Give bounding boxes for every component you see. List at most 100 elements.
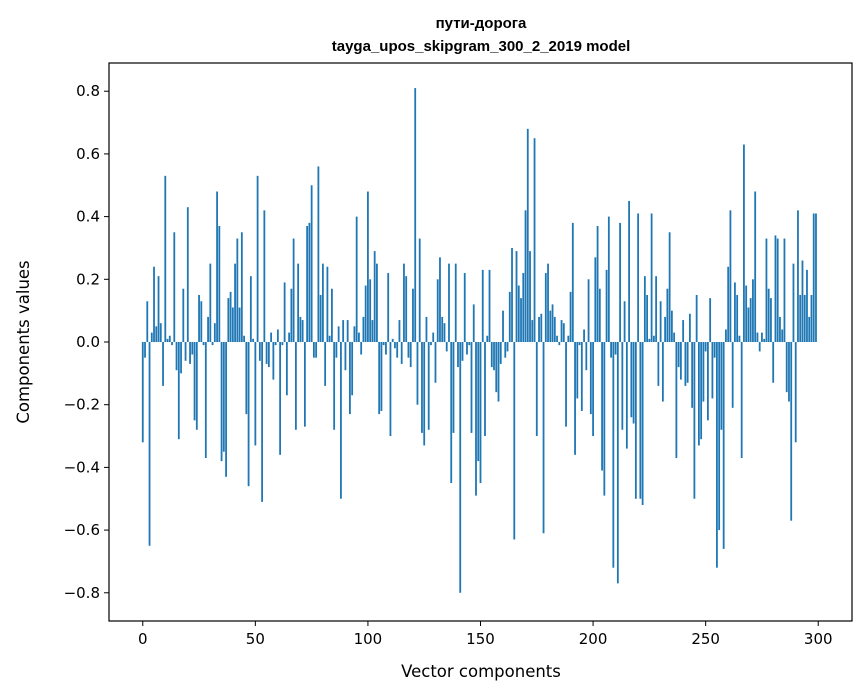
- bar: [340, 342, 342, 499]
- bar: [673, 332, 676, 342]
- bar: [790, 342, 793, 521]
- bar: [292, 238, 295, 342]
- bar: [695, 294, 698, 342]
- bar: [238, 307, 241, 342]
- bar: [607, 216, 610, 342]
- bar: [317, 166, 320, 342]
- bar: [538, 316, 540, 342]
- bar: [562, 323, 565, 342]
- bar: [574, 342, 576, 455]
- y-tick-label: −0.4: [64, 458, 100, 476]
- bar: [630, 342, 633, 418]
- bar: [283, 282, 286, 342]
- bar: [367, 191, 369, 342]
- bar: [502, 310, 504, 342]
- bar: [281, 342, 284, 346]
- bar: [772, 342, 775, 383]
- bar: [691, 342, 694, 408]
- bar: [324, 342, 327, 386]
- bar: [797, 210, 799, 342]
- bar: [576, 342, 579, 399]
- bar: [650, 213, 653, 342]
- bar: [655, 276, 658, 342]
- bar: [144, 342, 146, 358]
- bar: [616, 342, 619, 584]
- bar: [643, 276, 646, 342]
- bar: [225, 342, 227, 477]
- bar: [603, 342, 606, 496]
- bar: [639, 342, 642, 499]
- y-tick-label: 0.6: [76, 145, 100, 163]
- bar: [556, 335, 558, 342]
- bar: [285, 342, 288, 396]
- bar: [634, 342, 637, 499]
- bar: [659, 301, 662, 342]
- bar: [396, 342, 399, 358]
- bar: [405, 276, 408, 342]
- y-tick-label: −0.8: [64, 584, 100, 602]
- bar: [479, 342, 482, 484]
- x-tick-label: 150: [466, 630, 495, 648]
- bar: [803, 294, 806, 342]
- bar: [504, 342, 507, 358]
- bar: [403, 263, 405, 342]
- bar: [171, 342, 173, 346]
- bar: [526, 128, 529, 342]
- y-tick-label: 0.8: [76, 82, 100, 100]
- bar: [560, 320, 563, 342]
- bar: [508, 291, 511, 342]
- bar: [493, 342, 495, 371]
- bar: [432, 332, 435, 342]
- bar: [776, 238, 779, 342]
- bar: [299, 316, 302, 342]
- bar: [256, 175, 259, 342]
- bar: [596, 226, 599, 342]
- bar: [168, 335, 171, 342]
- bar: [544, 273, 547, 342]
- bar: [276, 329, 279, 342]
- bar: [202, 342, 205, 346]
- bar: [693, 342, 696, 499]
- bar: [294, 342, 297, 430]
- bar: [423, 342, 426, 446]
- bar: [153, 266, 155, 342]
- bar: [193, 342, 196, 421]
- bar: [481, 269, 484, 342]
- bar: [398, 320, 401, 342]
- bar: [310, 185, 313, 342]
- bar: [195, 342, 198, 430]
- bar: [540, 313, 543, 342]
- bar: [378, 342, 381, 415]
- bar: [267, 342, 270, 368]
- bar: [434, 342, 437, 383]
- bar: [457, 342, 459, 368]
- bar: [709, 298, 712, 342]
- x-tick-label: 100: [354, 630, 383, 648]
- bar: [637, 213, 640, 342]
- x-axis-ticks: 0 50 100 150 200 250 300: [138, 621, 833, 648]
- bar: [801, 260, 804, 342]
- bar: [249, 276, 252, 342]
- bar: [535, 342, 538, 437]
- bar: [734, 282, 736, 342]
- bar: [794, 342, 797, 443]
- bar: [533, 138, 536, 342]
- bar: [711, 342, 714, 399]
- bar: [389, 342, 392, 437]
- x-axis-label: Vector components: [401, 662, 561, 681]
- bar: [213, 323, 216, 342]
- bar: [524, 210, 527, 342]
- bar: [245, 342, 248, 415]
- bar: [243, 335, 245, 342]
- bar: [441, 316, 444, 342]
- bar: [369, 279, 372, 342]
- bar: [312, 342, 315, 358]
- bar: [495, 342, 498, 393]
- bar: [258, 342, 261, 361]
- bar: [470, 342, 473, 433]
- bar: [815, 213, 817, 342]
- y-tick-label: 0.0: [76, 333, 100, 351]
- bar: [765, 238, 768, 342]
- bar: [234, 263, 236, 342]
- bar: [700, 342, 703, 440]
